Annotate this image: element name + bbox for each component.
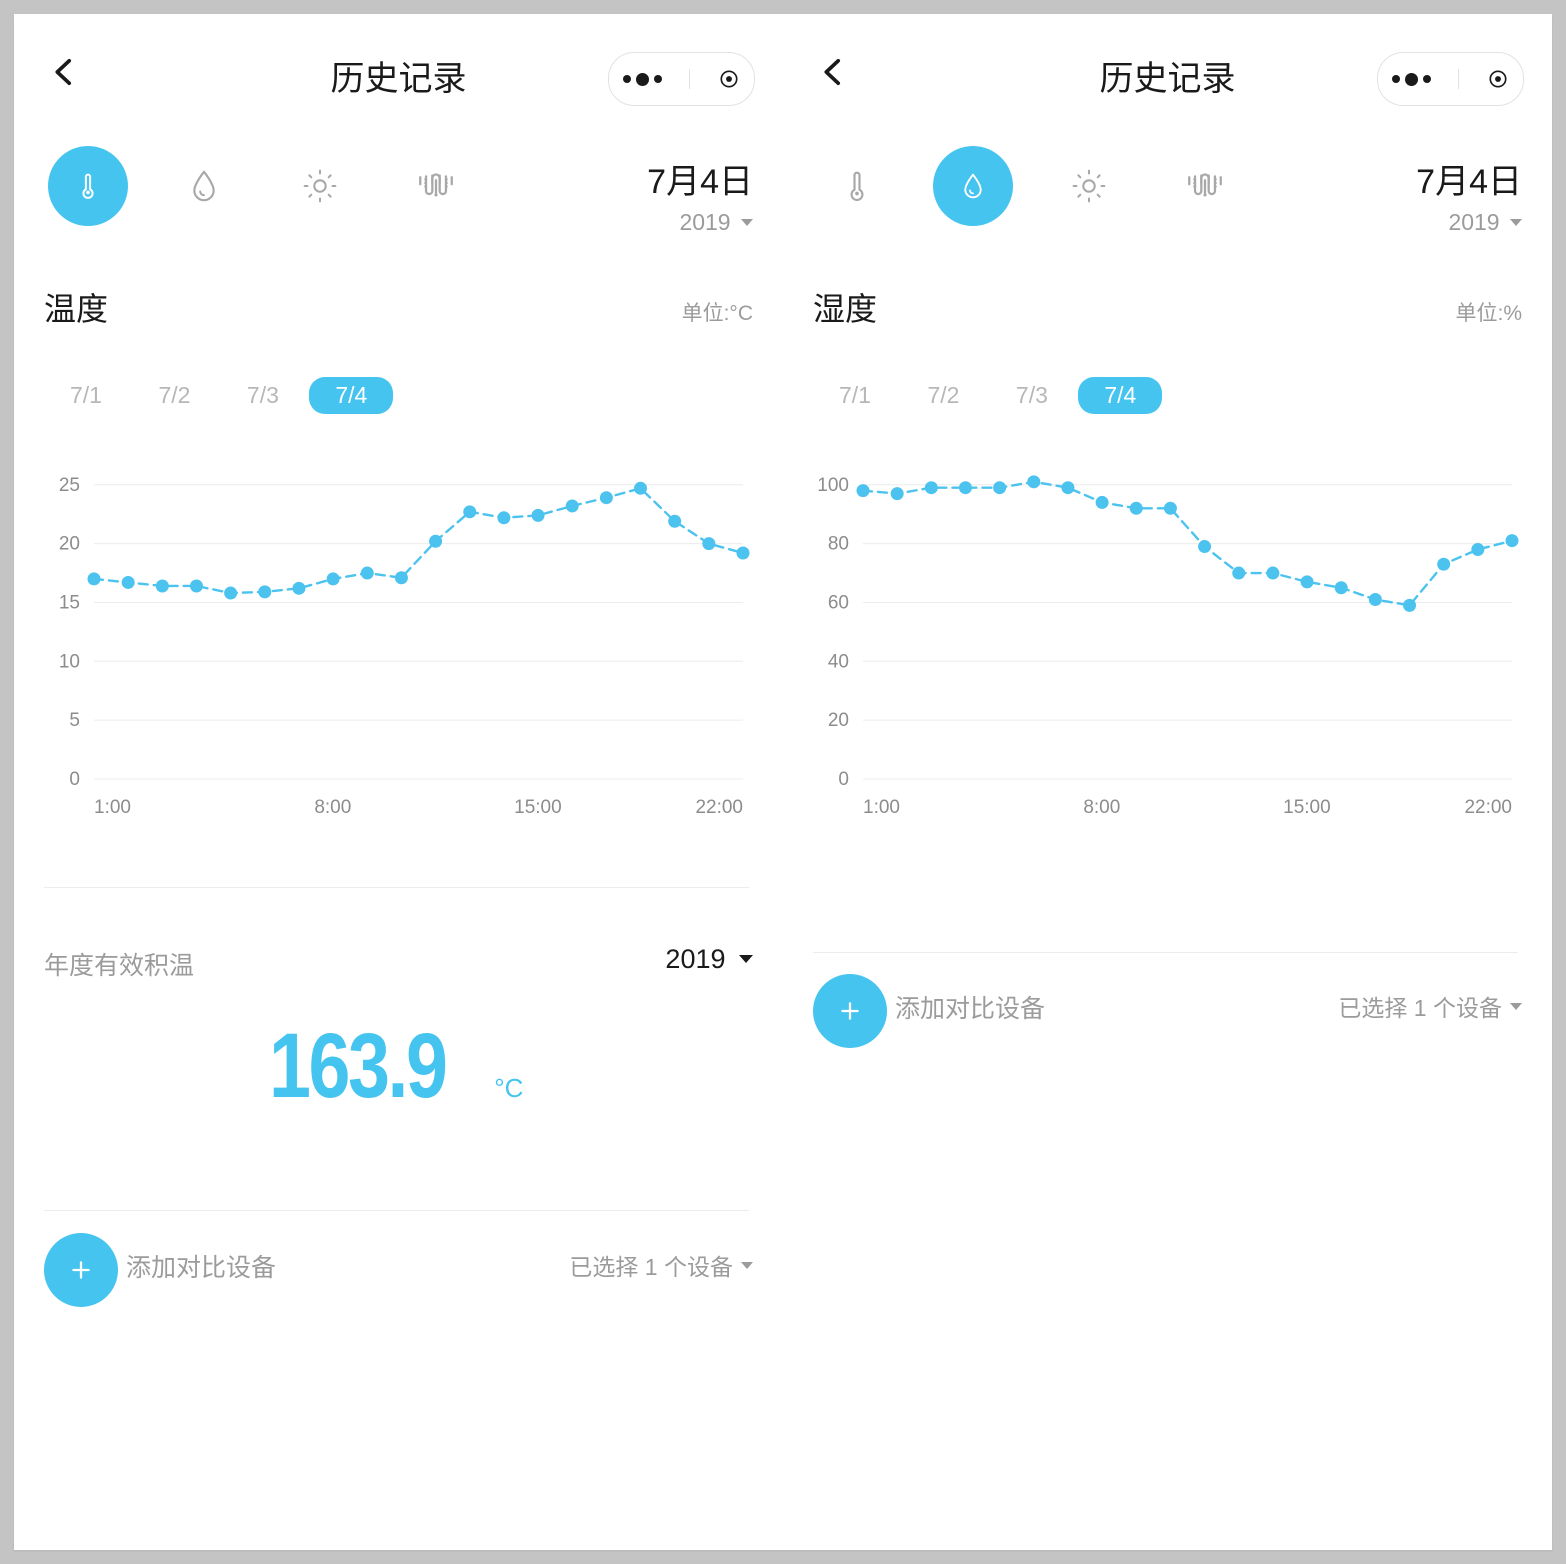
svg-text:25: 25 (59, 475, 80, 496)
svg-text:60: 60 (828, 592, 849, 613)
svg-text:80: 80 (828, 534, 849, 555)
svg-text:0: 0 (838, 769, 849, 790)
svg-text:20: 20 (59, 534, 80, 555)
svg-text:20: 20 (828, 710, 849, 731)
svg-text:100: 100 (817, 475, 849, 496)
svg-text:22:00: 22:00 (1464, 797, 1512, 818)
svg-text:22:00: 22:00 (695, 797, 743, 818)
svg-text:15:00: 15:00 (514, 797, 562, 818)
svg-text:5: 5 (69, 710, 80, 731)
svg-text:15:00: 15:00 (1283, 797, 1331, 818)
svg-text:0: 0 (69, 769, 80, 790)
svg-text:8:00: 8:00 (1083, 797, 1120, 818)
svg-text:15: 15 (59, 592, 80, 613)
svg-text:1:00: 1:00 (94, 797, 131, 818)
svg-text:10: 10 (59, 651, 80, 672)
svg-text:8:00: 8:00 (314, 797, 351, 818)
svg-text:40: 40 (828, 651, 849, 672)
svg-text:1:00: 1:00 (863, 797, 900, 818)
